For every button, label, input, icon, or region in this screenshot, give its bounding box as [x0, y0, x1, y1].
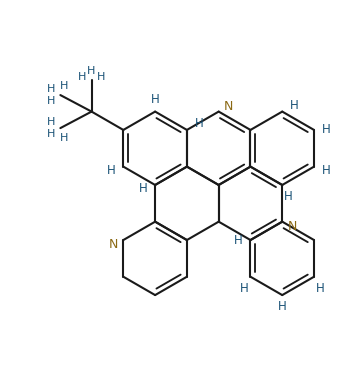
Text: H: H: [60, 81, 68, 90]
Text: N: N: [109, 239, 118, 251]
Text: H: H: [322, 164, 330, 177]
Text: H: H: [316, 282, 324, 295]
Text: H: H: [78, 72, 86, 82]
Text: H: H: [47, 117, 55, 127]
Text: H: H: [47, 84, 55, 94]
Text: H: H: [234, 234, 243, 247]
Text: N: N: [288, 220, 297, 233]
Text: H: H: [97, 72, 105, 82]
Text: H: H: [139, 182, 148, 195]
Text: H: H: [107, 164, 116, 177]
Text: H: H: [47, 129, 55, 139]
Text: H: H: [60, 132, 68, 143]
Text: H: H: [87, 66, 96, 76]
Text: H: H: [290, 99, 299, 112]
Text: H: H: [322, 123, 330, 137]
Text: H: H: [284, 190, 293, 203]
Text: H: H: [151, 93, 159, 106]
Text: N: N: [224, 100, 233, 113]
Text: H: H: [194, 117, 203, 131]
Text: H: H: [240, 282, 249, 295]
Text: H: H: [278, 300, 287, 313]
Text: H: H: [47, 96, 55, 106]
